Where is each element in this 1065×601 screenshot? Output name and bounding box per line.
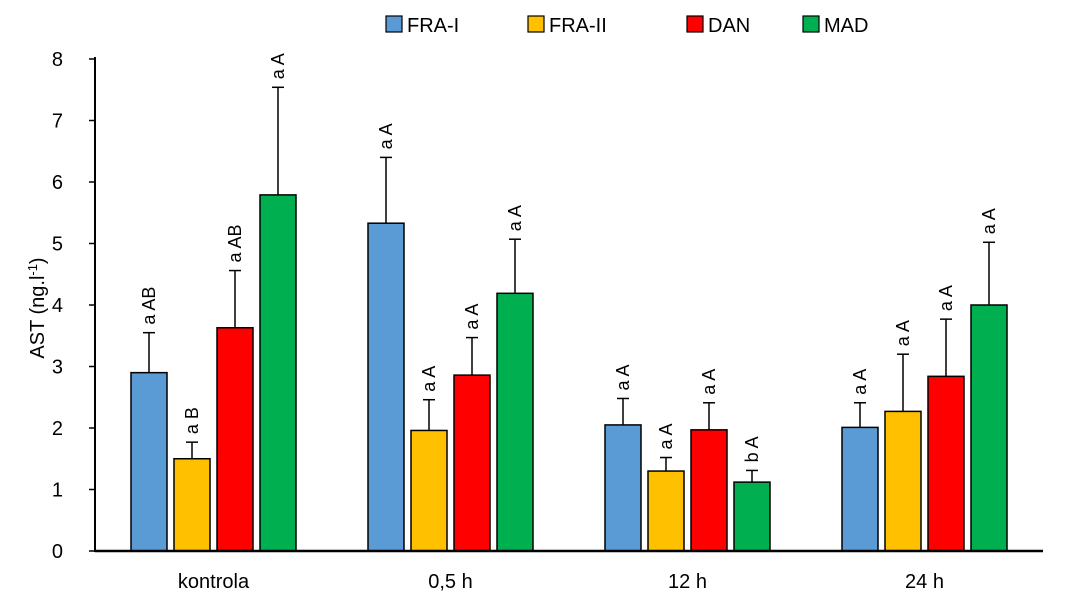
bar: [884, 410, 922, 552]
x-tick-label: 0,5 h: [428, 571, 472, 593]
significance-label: a B: [182, 407, 202, 434]
significance-label: a A: [893, 320, 913, 346]
bar: [496, 292, 534, 552]
significance-label: a AB: [139, 287, 159, 325]
y-tick-label: 7: [52, 111, 63, 133]
y-tick-label: 4: [52, 295, 63, 317]
significance-label: a A: [376, 123, 396, 149]
y-tick-label: 6: [52, 172, 63, 194]
bar: [927, 375, 965, 552]
bar: [410, 429, 448, 552]
bar: [173, 458, 211, 552]
bar: [841, 426, 879, 552]
x-axis: kontrola 0,5 h 12 h 24 h: [95, 549, 1043, 593]
legend-swatch: [802, 15, 820, 33]
y-tick-label: 2: [52, 418, 63, 440]
significance-label: a A: [936, 285, 956, 311]
significance-label: a A: [462, 304, 482, 330]
significance-label: a A: [699, 369, 719, 395]
x-tick-label: kontrola: [178, 571, 250, 593]
legend-swatch: [527, 15, 545, 33]
legend-entry-label: FRA-I: [407, 15, 459, 37]
y-tick-label: 1: [52, 480, 63, 502]
legend-swatch: [385, 15, 403, 33]
significance-label: a AB: [225, 225, 245, 263]
bars: a AB a B a AB a A a A a A a A a A a A a A a A b A a …: [130, 53, 1008, 552]
bar: [647, 470, 685, 552]
significance-label: a A: [613, 364, 633, 390]
bar: [733, 481, 771, 552]
y-tick-label: 5: [52, 234, 63, 256]
y-tick-label: 8: [52, 49, 63, 71]
significance-label: a A: [656, 423, 676, 449]
bar: [970, 304, 1008, 552]
significance-label: a A: [850, 369, 870, 395]
bar: [130, 371, 168, 552]
bar: [453, 374, 491, 552]
x-tick-label: 24 h: [905, 571, 944, 593]
legend: FRA-I FRA-II DAN MAD: [385, 15, 868, 37]
significance-label: a A: [268, 53, 288, 79]
y-tick-label: 3: [52, 357, 63, 379]
y-axis-label: AST (ng.l-1): [25, 257, 49, 358]
significance-label: a A: [979, 208, 999, 234]
bar: [690, 429, 728, 552]
significance-label: a A: [419, 366, 439, 392]
bar: [216, 327, 254, 552]
bar: [604, 424, 642, 552]
legend-entry-label: FRA-II: [549, 15, 607, 37]
legend-entry-label: MAD: [824, 15, 868, 37]
legend-entry-label: DAN: [708, 15, 750, 37]
bar: [259, 194, 297, 552]
significance-label: b A: [742, 436, 762, 462]
bar: [367, 222, 405, 552]
y-axis: 0 1 2 3 4 5 6 7 8: [52, 49, 96, 563]
significance-label: a A: [505, 205, 525, 231]
legend-swatch: [686, 15, 704, 33]
y-tick-label: 0: [52, 541, 63, 563]
x-tick-label: 12 h: [668, 571, 707, 593]
